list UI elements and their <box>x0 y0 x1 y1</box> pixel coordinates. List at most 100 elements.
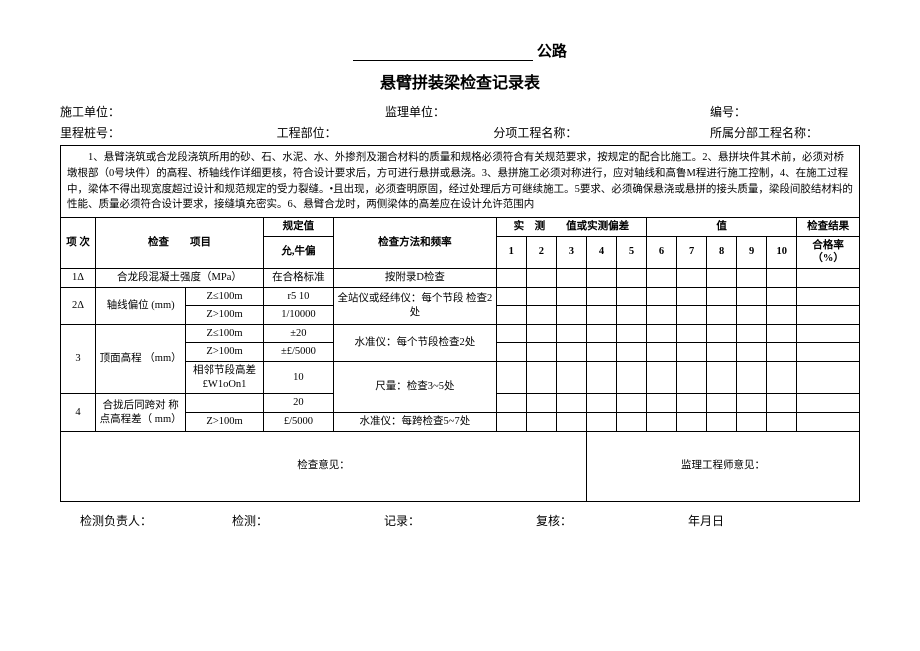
cell <box>556 324 586 343</box>
cell <box>616 268 646 287</box>
num-7: 7 <box>677 236 707 268</box>
col-spec-sub: 允,牛偏 <box>263 236 333 268</box>
serial-label: 编号： <box>710 103 860 120</box>
footer-record: 记录： <box>384 512 536 529</box>
cell <box>616 362 646 394</box>
subitem-label: 分项工程名称： <box>493 124 710 141</box>
num-1: 1 <box>496 236 526 268</box>
cell <box>496 413 526 432</box>
cell <box>677 287 707 306</box>
mileage-label: 里程桩号： <box>60 124 277 141</box>
cell-spec: ±20 <box>263 324 333 343</box>
cell <box>616 306 646 325</box>
cell <box>496 306 526 325</box>
cell <box>677 343 707 362</box>
footer-responsible: 检测负责人： <box>80 512 232 529</box>
cell <box>797 306 860 325</box>
cell-sub: 相邻节段高差 £W1oOn1 <box>186 362 264 394</box>
cell <box>496 287 526 306</box>
cell <box>616 394 646 413</box>
cell <box>707 413 737 432</box>
num-9: 9 <box>737 236 767 268</box>
footer-review: 复核： <box>536 512 688 529</box>
cell <box>586 268 616 287</box>
num-8: 8 <box>707 236 737 268</box>
cell-method: 水准仪：每跨检查5~7处 <box>333 413 496 432</box>
cell <box>737 362 767 394</box>
cell <box>707 324 737 343</box>
num-5: 5 <box>616 236 646 268</box>
cell <box>556 268 586 287</box>
cell <box>737 413 767 432</box>
footer-inspect: 检测： <box>232 512 384 529</box>
cell <box>586 324 616 343</box>
cell <box>647 413 677 432</box>
table-row: 1Δ 合龙段混凝土强度（MPa） 在合格标准 按附录D检查 <box>61 268 860 287</box>
cell <box>737 306 767 325</box>
cell <box>707 362 737 394</box>
cell <box>677 413 707 432</box>
cell <box>616 287 646 306</box>
cell <box>647 343 677 362</box>
cell-spec: 在合格标准 <box>263 268 333 287</box>
cell <box>707 343 737 362</box>
cell-spec: 1/10000 <box>263 306 333 325</box>
cell <box>496 268 526 287</box>
cell <box>526 413 556 432</box>
cell-method: 按附录D检查 <box>333 268 496 287</box>
cell <box>647 268 677 287</box>
cell <box>797 413 860 432</box>
doc-subtitle: 悬臂拼装梁检查记录表 <box>60 69 860 93</box>
division-label: 所属分部工程名称： <box>710 124 860 141</box>
cell-item: 合龙段混凝土强度（MPa） <box>96 268 264 287</box>
cell-item: 轴线偏位 (mm) <box>96 287 186 324</box>
cell <box>586 287 616 306</box>
cell <box>556 413 586 432</box>
cell <box>647 287 677 306</box>
cell <box>586 413 616 432</box>
cell-method: 尺量：检查3~5处 <box>333 362 496 413</box>
cell <box>677 268 707 287</box>
cell <box>797 343 860 362</box>
cell <box>767 324 797 343</box>
table-row: 2Δ 轴线偏位 (mm) Z≤100m r5 10 全站仪或经纬仪：每个节段 检… <box>61 287 860 306</box>
cell <box>767 362 797 394</box>
cell-item: 合拢后同跨对 称点高程差（ mm） <box>96 394 186 431</box>
project-part-label: 工程部位： <box>277 124 494 141</box>
cell <box>767 394 797 413</box>
num-2: 2 <box>526 236 556 268</box>
cell <box>496 394 526 413</box>
cell <box>677 324 707 343</box>
col-measured: 实 测 值或实测偏差 <box>496 218 646 237</box>
cell <box>647 362 677 394</box>
cell <box>647 324 677 343</box>
cell-spec: 10 <box>263 362 333 394</box>
main-table: 项 次 检查 项目 规定值 检查方法和频率 实 测 值或实测偏差 值 检查结果 … <box>60 217 860 502</box>
cell <box>737 343 767 362</box>
cell-no: 4 <box>61 394 96 431</box>
cell <box>647 394 677 413</box>
cell <box>677 394 707 413</box>
cell-sub: Z≤100m <box>186 287 264 306</box>
table-row: 3 顶面高程 （mm） Z≤100m ±20 水准仪：每个节段检查2处 <box>61 324 860 343</box>
cell <box>677 362 707 394</box>
cell-sub: Z>100m <box>186 413 264 432</box>
cell-spec: r5 10 <box>263 287 333 306</box>
cell <box>586 394 616 413</box>
cell <box>737 268 767 287</box>
cell <box>797 287 860 306</box>
cell <box>616 413 646 432</box>
cell-no: 1Δ <box>61 268 96 287</box>
cell-spec: 20 <box>263 394 333 413</box>
cell <box>556 362 586 394</box>
cell <box>737 324 767 343</box>
cell-sub: Z>100m <box>186 343 264 362</box>
cell <box>526 394 556 413</box>
cell <box>526 324 556 343</box>
col-item-no: 项 次 <box>61 218 96 269</box>
cell <box>797 268 860 287</box>
cell-no: 3 <box>61 324 96 394</box>
cell <box>707 268 737 287</box>
cell <box>737 394 767 413</box>
title-blank <box>353 47 533 61</box>
